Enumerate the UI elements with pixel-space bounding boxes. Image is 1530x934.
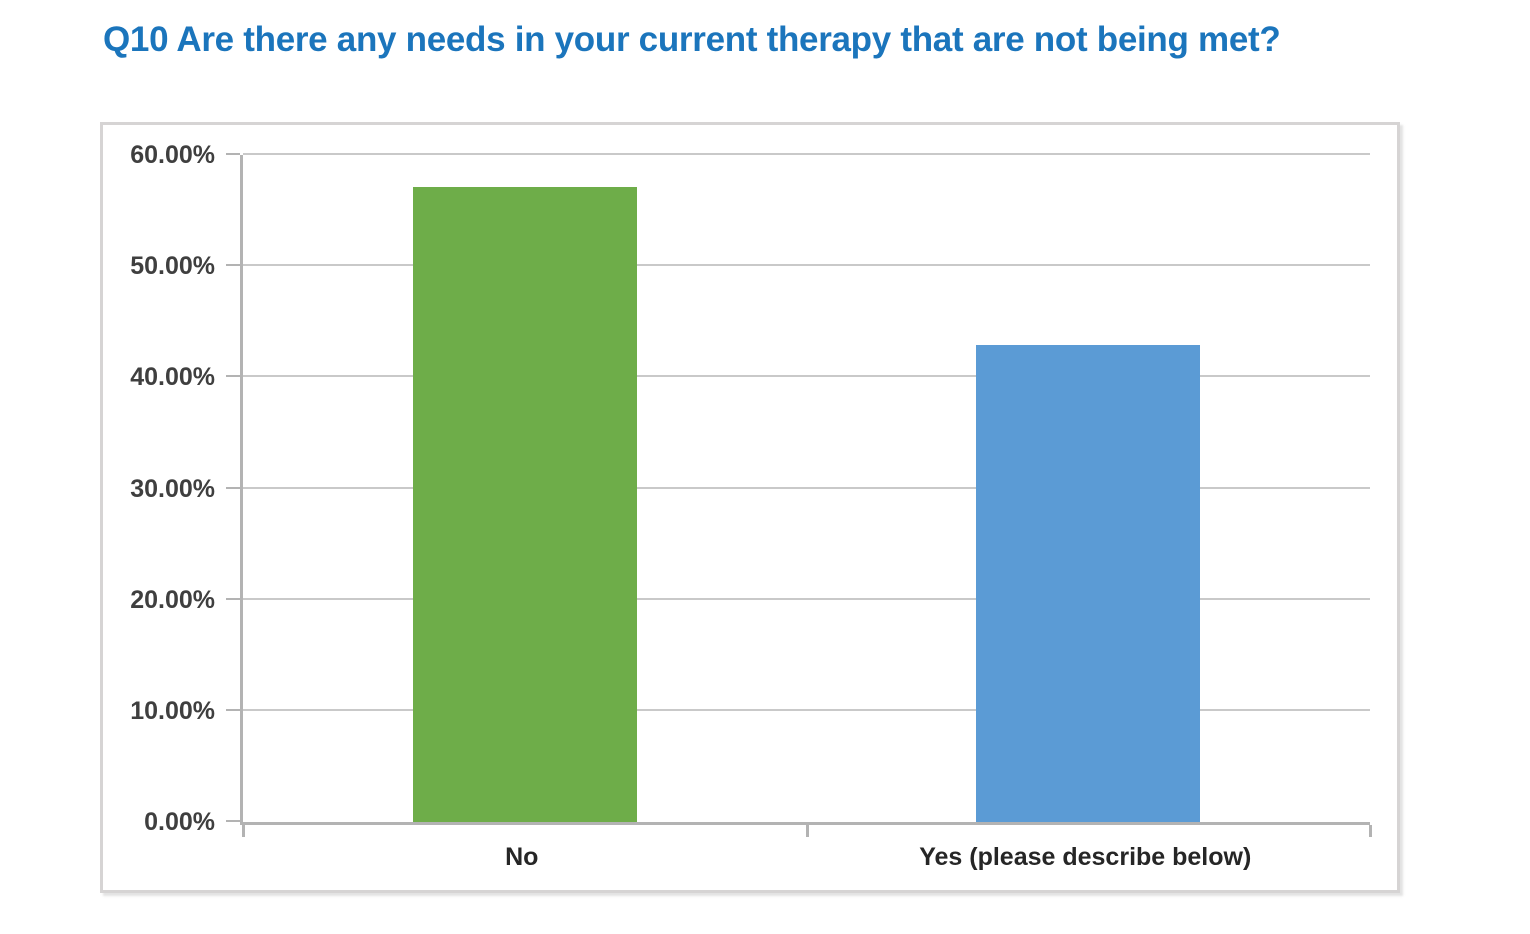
plot-area bbox=[226, 153, 1372, 837]
category-label: Yes (please describe below) bbox=[919, 843, 1252, 871]
gridline bbox=[243, 375, 1370, 378]
x-axis-tick bbox=[805, 825, 809, 837]
y-tick-label: 0.00% bbox=[144, 808, 215, 836]
y-tick-label: 50.00% bbox=[130, 252, 215, 281]
category-label: No bbox=[505, 843, 539, 871]
gridline bbox=[243, 153, 1370, 155]
gridline bbox=[243, 264, 1370, 267]
y-tick-label: 40.00% bbox=[130, 363, 215, 392]
x-axis-tick bbox=[1369, 825, 1372, 837]
chart-title: Q10 Are there any needs in your current … bbox=[103, 20, 1281, 59]
y-tick-label: 20.00% bbox=[130, 585, 215, 614]
gridline bbox=[243, 708, 1370, 711]
y-axis-tick bbox=[226, 264, 240, 267]
bar-no bbox=[412, 187, 637, 822]
y-tick-label: 30.00% bbox=[130, 474, 215, 503]
y-tick-label: 10.00% bbox=[130, 696, 215, 725]
gridline bbox=[243, 486, 1370, 489]
y-axis-tick bbox=[226, 820, 240, 822]
gridline bbox=[243, 597, 1370, 600]
y-axis-tick bbox=[226, 375, 240, 378]
y-axis-tick bbox=[226, 708, 240, 711]
bar-yes-please-describe-below bbox=[976, 345, 1201, 822]
y-axis-tick bbox=[226, 597, 240, 600]
x-axis-tick bbox=[242, 825, 245, 837]
y-tick-label: 60.00% bbox=[130, 141, 215, 169]
chart-container: 0.00% 10.00% 20.00% 30.00% 40.00% 50.00% 60.00… bbox=[100, 122, 1400, 893]
y-axis-tick bbox=[226, 486, 240, 489]
y-axis-tick bbox=[226, 153, 240, 155]
